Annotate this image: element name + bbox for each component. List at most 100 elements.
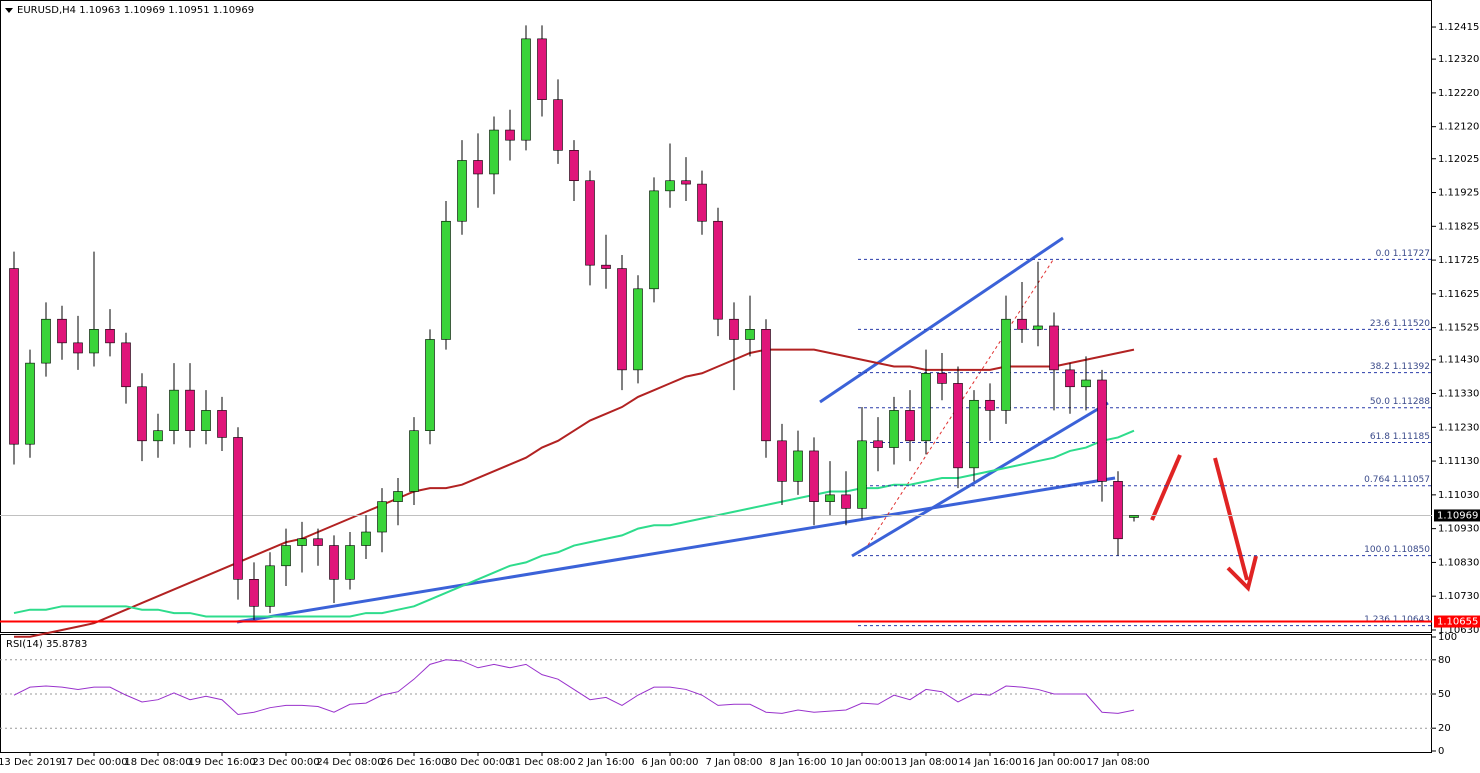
rsi-title: RSI(14) 35.8783 <box>6 639 87 650</box>
y-tick-label: 0 <box>1438 746 1444 757</box>
candle-body <box>457 160 467 222</box>
x-tick-label: 7 Jan 08:00 <box>706 757 763 768</box>
candle-body <box>137 386 147 442</box>
candle-body <box>233 437 243 580</box>
candle-body <box>185 389 195 431</box>
y-tick-label: 80 <box>1438 655 1451 666</box>
channel-lower <box>851 401 1109 558</box>
candle-body <box>1033 325 1043 330</box>
candle-body <box>153 430 163 442</box>
candle-body <box>505 129 515 141</box>
fib-label: 0.764 1.11057 <box>1364 475 1430 485</box>
y-tick-label: 1.11725 <box>1438 255 1479 266</box>
x-tick-label: 10 Jan 00:00 <box>830 757 893 768</box>
candle-body <box>25 362 35 445</box>
y-tick-label: 1.10630 <box>1438 625 1479 636</box>
fib-label: 1.236 1.10643 <box>1364 615 1430 625</box>
x-tick-label: 18 Dec 08:00 <box>124 757 191 768</box>
arrow-head <box>1226 555 1258 592</box>
candle-body <box>953 383 963 469</box>
candle-body <box>1113 481 1123 540</box>
fib-label: 100.0 1.10850 <box>1364 545 1430 555</box>
candle-body <box>697 183 707 222</box>
x-tick-label: 24 Dec 08:00 <box>316 757 383 768</box>
y-tick-label: 100 <box>1438 632 1457 643</box>
candle-body <box>249 579 259 607</box>
candle-body <box>201 410 211 431</box>
x-tick-label: 16 Jan 00:00 <box>1022 757 1085 768</box>
candle-body <box>393 491 403 502</box>
candle-body <box>713 220 723 320</box>
price-box-label: 1.10969 <box>1437 510 1478 521</box>
candle-body <box>265 565 275 607</box>
candle-body <box>217 410 227 438</box>
chart-title: EURUSD,H4 1.10963 1.10969 1.10951 1.1096… <box>17 5 254 16</box>
candle-body <box>121 342 131 388</box>
candle-body <box>937 372 947 384</box>
candle-body <box>921 372 931 442</box>
candle-body <box>873 440 883 448</box>
candle-body <box>905 410 915 442</box>
candle-body <box>345 545 355 580</box>
fib-label: 23.6 1.11520 <box>1370 319 1430 329</box>
y-tick-label: 20 <box>1438 723 1451 734</box>
candle-body <box>969 399 979 469</box>
x-tick-label: 13 Dec 2019 <box>0 757 62 768</box>
candle-body <box>361 531 371 546</box>
x-tick-label: 17 Jan 08:00 <box>1086 757 1149 768</box>
x-tick-label: 19 Dec 16:00 <box>188 757 255 768</box>
candle-body <box>1017 318 1027 330</box>
candle-body <box>441 220 451 340</box>
candle-body <box>1001 318 1011 411</box>
price-box <box>1434 615 1480 628</box>
candle-body <box>169 389 179 431</box>
y-tick-label: 1.10830 <box>1438 557 1479 568</box>
candle-body <box>985 399 995 411</box>
y-tick-label: 1.10930 <box>1438 524 1479 535</box>
arrow-up <box>1150 454 1182 521</box>
y-tick-label: 1.10730 <box>1438 591 1479 602</box>
x-tick-label: 14 Jan 16:00 <box>958 757 1021 768</box>
candle-body <box>633 288 643 371</box>
candle-body <box>489 129 499 175</box>
x-tick-label: 23 Dec 00:00 <box>252 757 319 768</box>
candle-body <box>105 329 115 344</box>
y-tick-label: 1.12415 <box>1438 22 1479 33</box>
x-tick-label: 6 Jan 00:00 <box>642 757 699 768</box>
x-tick-label: 31 Dec 08:00 <box>508 757 575 768</box>
x-tick-label: 13 Jan 08:00 <box>894 757 957 768</box>
y-tick-label: 1.12120 <box>1438 122 1479 133</box>
candle-body <box>41 318 51 364</box>
rsi-line <box>13 659 1135 716</box>
title-marker <box>5 8 13 13</box>
candle-body <box>793 450 803 482</box>
candle-body <box>601 264 611 269</box>
candle-body <box>617 268 627 371</box>
fib-label: 50.0 1.11288 <box>1370 397 1430 407</box>
candle-body <box>521 38 531 141</box>
candle-body <box>89 329 99 354</box>
candle-body <box>329 545 339 580</box>
candle-body <box>1097 379 1107 482</box>
candle-body <box>1065 369 1075 388</box>
candle-body <box>809 450 819 502</box>
moving-average <box>14 348 1135 638</box>
candle-body <box>569 150 579 182</box>
y-tick-label: 1.11925 <box>1438 188 1479 199</box>
candle-body <box>313 538 323 546</box>
candle-body <box>585 180 595 266</box>
channel-upper <box>819 236 1064 404</box>
y-tick-label: 1.11030 <box>1438 490 1479 501</box>
y-tick-label: 1.12025 <box>1438 154 1479 165</box>
candle-body <box>473 160 483 175</box>
fib-label: 0.0 1.11727 <box>1376 249 1430 259</box>
y-tick-label: 1.11825 <box>1438 221 1479 232</box>
trendline <box>236 476 1116 624</box>
candle-body <box>1049 325 1059 371</box>
price-box-label: 1.10655 <box>1437 617 1478 628</box>
x-tick-label: 2 Jan 16:00 <box>578 757 635 768</box>
price-box <box>1434 509 1480 522</box>
y-tick-label: 1.12320 <box>1438 54 1479 65</box>
candle-body <box>1081 379 1091 388</box>
